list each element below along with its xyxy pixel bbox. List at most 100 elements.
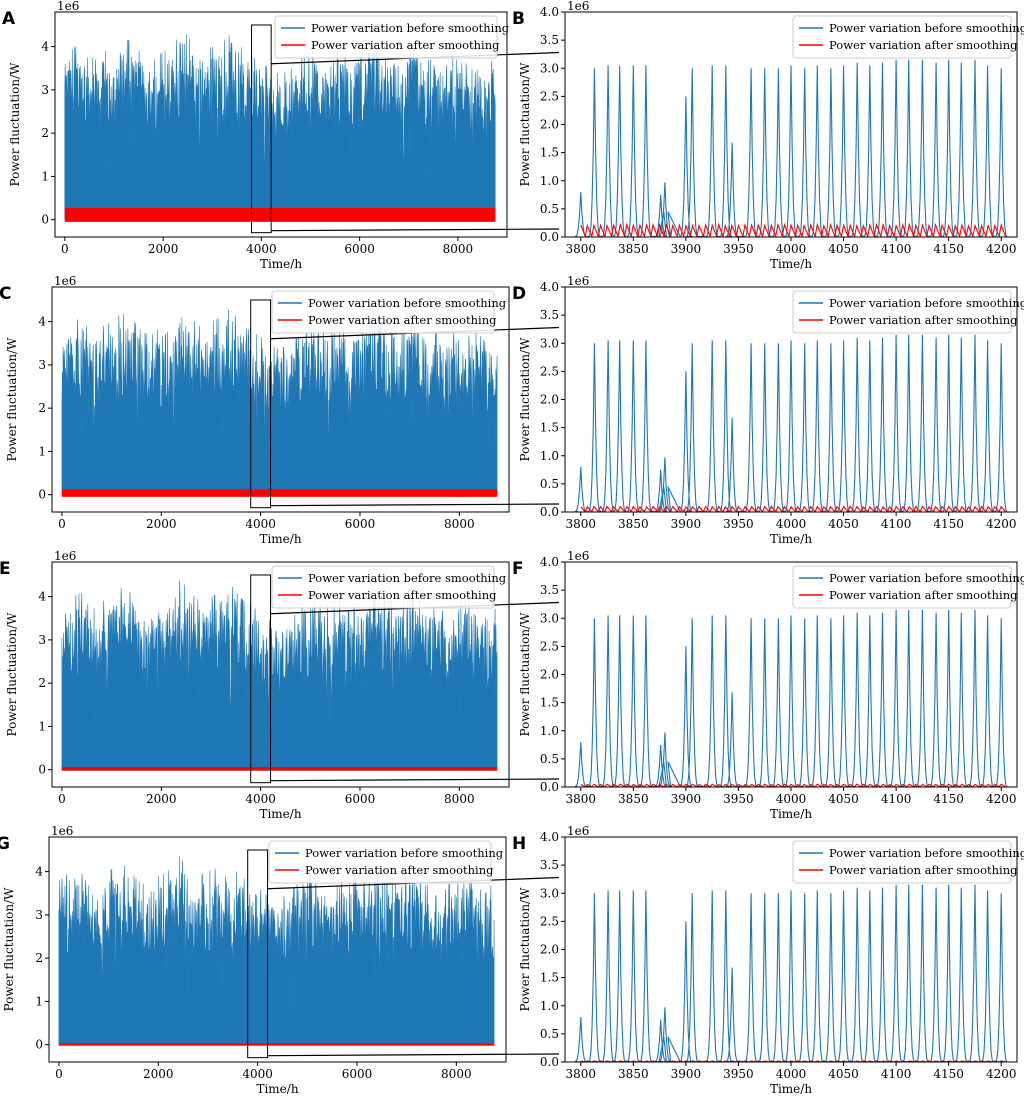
panel-b: 3800 3850 3900 3950 4000 4050 4100 4150 4200 0.0 0… [512, 0, 1024, 271]
x-tick-label: 6000 [345, 792, 376, 806]
plot-area [574, 59, 1008, 237]
y-tick-label: 0.5 [540, 202, 559, 216]
legend-label-before: Power variation before smoothing [308, 571, 507, 585]
y-tick-label: 0 [41, 213, 49, 227]
x-tick-label: 4100 [881, 517, 912, 531]
y-tick-label: 2 [38, 401, 46, 415]
y-axis-label: Power fluctuation/W [5, 612, 19, 737]
y-tick-label: 3 [38, 633, 46, 647]
y-tick-label: 0 [38, 763, 46, 777]
x-axis-label: Time/h [259, 807, 301, 821]
y-tick-label: 1.0 [540, 724, 559, 738]
axis-scale-label: 1e6 [54, 549, 76, 563]
panel-letter: C [0, 284, 11, 304]
y-tick-label: 3.0 [540, 61, 559, 75]
x-axis-label: Time/h [770, 257, 812, 271]
x-tick-label: 3800 [565, 517, 596, 531]
x-tick-label: 3900 [671, 517, 702, 531]
y-tick-label: 0.0 [540, 505, 559, 519]
x-tick-label: 3850 [618, 792, 649, 806]
x-tick-label: 2000 [146, 517, 177, 531]
plot-area [58, 856, 495, 1046]
axis-scale-label: 1e6 [567, 274, 589, 288]
y-tick-label: 4.0 [540, 5, 559, 19]
legend-label-after: Power variation after smoothing [829, 863, 1018, 877]
x-tick-label: 4000 [776, 242, 807, 256]
axes-frame [51, 286, 510, 513]
x-axis-label: Time/h [770, 532, 812, 546]
legend-box [271, 290, 495, 334]
y-tick-label: 3.0 [540, 336, 559, 350]
x-tick-label: 0 [55, 1067, 63, 1081]
x-tick-label: 6000 [345, 517, 376, 531]
legend-label-after: Power variation after smoothing [308, 313, 497, 327]
series-before-smoothing [574, 609, 1008, 787]
panel-letter: B [512, 9, 525, 29]
y-tick-label: 1.0 [540, 449, 559, 463]
panel-a: 0 2000 4000 6000 8000 0 1 2 3 4 1e6 Time/h Power flu… [2, 0, 560, 271]
x-tick-label: 2000 [146, 792, 177, 806]
x-tick-label: 4200 [986, 1067, 1017, 1081]
y-tick-label: 4 [38, 590, 46, 604]
x-tick-label: 8000 [444, 517, 475, 531]
series-after-smoothing [64, 208, 496, 222]
legend-label-after: Power variation after smoothing [305, 863, 494, 877]
y-axis-label: Power fluctuation/W [518, 337, 532, 462]
x-tick-label: 3800 [565, 242, 596, 256]
x-tick-label: 3850 [618, 517, 649, 531]
zoom-connector-bottom [270, 503, 560, 507]
y-tick-label: 2.0 [540, 118, 559, 132]
zoom-box [251, 24, 272, 234]
legend-label-after: Power variation after smoothing [311, 38, 500, 52]
plot-area [574, 884, 1008, 1062]
x-tick-label: 3850 [618, 242, 649, 256]
series-after-smoothing [61, 489, 498, 497]
x-tick-label: 4000 [245, 792, 276, 806]
y-axis-label: Power fluctuation/W [5, 337, 19, 462]
plot-area [574, 334, 1008, 512]
panel-letter: G [0, 834, 10, 854]
y-tick-label: 1 [38, 719, 46, 733]
legend-box [792, 290, 1012, 334]
plot-area [61, 309, 498, 497]
legend-box [274, 15, 498, 59]
y-tick-label: 0 [38, 488, 46, 502]
y-tick-label: 3 [38, 358, 46, 372]
zoom-connector-bottom [267, 1053, 560, 1057]
y-tick-label: 0.5 [540, 752, 559, 766]
y-axis-label: Power fluctuation/W [8, 62, 22, 187]
y-tick-label: 1.0 [540, 174, 559, 188]
legend-box [792, 565, 1012, 609]
y-tick-label: 3.0 [540, 886, 559, 900]
x-tick-label: 4100 [881, 242, 912, 256]
y-tick-label: 3.5 [540, 33, 559, 47]
axis-scale-label: 1e6 [57, 0, 79, 13]
legend-label-before: Power variation before smoothing [311, 21, 510, 35]
series-after-smoothing [580, 222, 1007, 237]
x-tick-label: 3950 [723, 242, 754, 256]
y-tick-label: 2 [41, 126, 49, 140]
panel-f: 3800 3850 3900 3950 4000 4050 4100 4150 4200 0.0 0… [512, 549, 1024, 821]
x-tick-label: 0 [58, 517, 66, 531]
series-before-smoothing [574, 884, 1008, 1062]
x-axis-label: Time/h [256, 1082, 298, 1096]
y-axis-label: Power fluctuation/W [518, 62, 532, 187]
panel-e: 0 2000 4000 6000 8000 0 1 2 3 4 1e6 Time/h Power flu… [0, 549, 560, 821]
series-before-smoothing [574, 59, 1008, 237]
x-tick-label: 3900 [671, 792, 702, 806]
x-tick-label: 2000 [148, 242, 179, 256]
axes-frame [48, 836, 507, 1063]
x-tick-label: 4050 [828, 1067, 859, 1081]
x-tick-label: 3800 [565, 1067, 596, 1081]
x-tick-label: 3950 [723, 792, 754, 806]
x-tick-label: 4000 [776, 792, 807, 806]
series-after-smoothing [580, 783, 1006, 787]
panel-letter: F [512, 559, 524, 579]
y-tick-label: 2.5 [540, 639, 559, 653]
legend-label-before: Power variation before smoothing [308, 296, 507, 310]
y-tick-label: 2.5 [540, 914, 559, 928]
x-tick-label: 4200 [986, 517, 1017, 531]
series-before-smoothing [64, 34, 496, 220]
legend-label-before: Power variation before smoothing [829, 21, 1024, 35]
